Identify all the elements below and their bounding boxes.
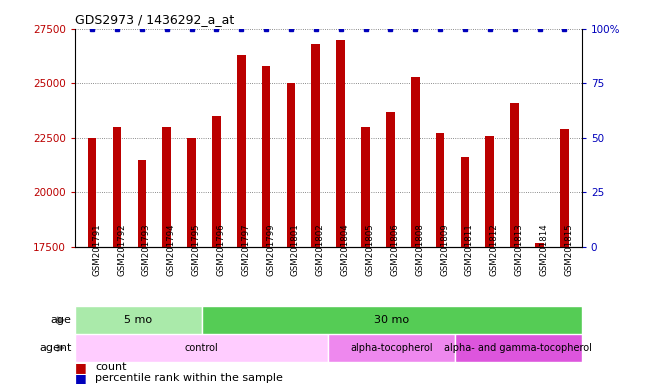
Bar (311, 44, 320, 247)
Text: GSM201797: GSM201797 (241, 223, 250, 276)
Text: 5 mo: 5 mo (124, 315, 152, 325)
Bar (486, 136, 494, 247)
Bar (187, 138, 196, 247)
Text: GSM201794: GSM201794 (166, 223, 176, 276)
Text: ■: ■ (75, 372, 86, 384)
Bar (361, 127, 370, 247)
Text: ■: ■ (75, 361, 86, 374)
Bar (75, 334, 328, 362)
Bar (560, 129, 569, 247)
Text: alpha- and gamma-tocopherol: alpha- and gamma-tocopherol (445, 343, 592, 353)
Bar (411, 77, 420, 247)
Text: GSM201795: GSM201795 (192, 223, 201, 276)
Text: 30 mo: 30 mo (374, 315, 410, 325)
Text: count: count (95, 362, 127, 372)
Text: GSM201804: GSM201804 (341, 223, 350, 276)
Bar (328, 334, 455, 362)
Bar (162, 127, 171, 247)
Bar (461, 157, 469, 247)
Bar (138, 160, 146, 247)
Text: control: control (185, 343, 218, 353)
Bar (455, 334, 582, 362)
Text: GSM201806: GSM201806 (391, 223, 399, 276)
Bar (212, 116, 221, 247)
Text: GSM201813: GSM201813 (515, 223, 524, 276)
Text: GDS2973 / 1436292_a_at: GDS2973 / 1436292_a_at (75, 13, 234, 26)
Text: GSM201809: GSM201809 (440, 223, 449, 276)
Bar (336, 40, 345, 247)
Bar (287, 83, 295, 247)
Text: GSM201793: GSM201793 (142, 223, 151, 276)
Text: GSM201805: GSM201805 (365, 223, 374, 276)
Bar (202, 306, 582, 334)
Bar (112, 127, 122, 247)
Bar (535, 243, 544, 247)
Text: agent: agent (39, 343, 72, 353)
Text: GSM201808: GSM201808 (415, 223, 424, 276)
Text: GSM201811: GSM201811 (465, 223, 474, 276)
Text: alpha-tocopherol: alpha-tocopherol (350, 343, 433, 353)
Bar (436, 134, 445, 247)
Bar (75, 306, 202, 334)
Text: GSM201814: GSM201814 (540, 223, 549, 276)
Text: age: age (51, 315, 72, 325)
Text: GSM201802: GSM201802 (316, 223, 325, 276)
Text: GSM201815: GSM201815 (564, 223, 573, 276)
Bar (510, 103, 519, 247)
Bar (88, 138, 96, 247)
Text: GSM201791: GSM201791 (92, 223, 101, 276)
Text: GSM201792: GSM201792 (117, 223, 126, 276)
Text: percentile rank within the sample: percentile rank within the sample (95, 373, 283, 384)
Text: GSM201801: GSM201801 (291, 223, 300, 276)
Bar (237, 55, 246, 247)
Bar (386, 112, 395, 247)
Text: GSM201799: GSM201799 (266, 223, 275, 276)
Text: GSM201812: GSM201812 (490, 223, 499, 276)
Text: GSM201796: GSM201796 (216, 223, 226, 276)
Bar (262, 66, 270, 247)
